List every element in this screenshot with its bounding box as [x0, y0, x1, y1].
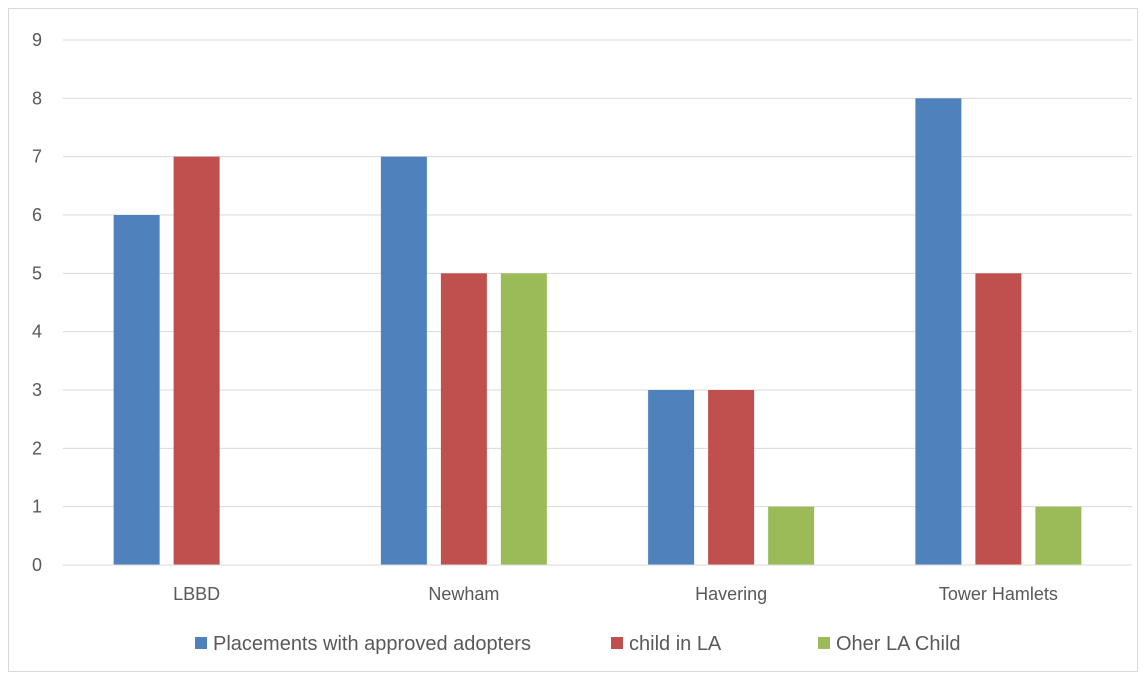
- bar-newham-series-1: [380, 156, 427, 565]
- x-tick-label: LBBD: [173, 584, 220, 604]
- legend-swatch: [611, 637, 623, 649]
- bar-tower-hamlets-series-1: [915, 98, 962, 565]
- bar-lbbd-series-2: [173, 156, 220, 565]
- y-tick-label: 5: [32, 263, 42, 283]
- y-tick-label: 2: [32, 438, 42, 458]
- x-tick-label: Havering: [695, 584, 767, 604]
- y-tick-label: 0: [32, 555, 42, 575]
- bar-tower-hamlets-series-3: [1035, 506, 1082, 565]
- bar-newham-series-3: [500, 273, 547, 565]
- gridlines: [63, 39, 1132, 508]
- bar-havering-series-1: [648, 390, 695, 565]
- bar-havering-series-2: [708, 390, 755, 565]
- y-tick-label: 6: [32, 205, 42, 225]
- y-tick-label: 7: [32, 147, 42, 167]
- legend-label: child in LA: [629, 633, 722, 655]
- bar-tower-hamlets-series-2: [975, 273, 1022, 565]
- x-tick-label: Newham: [428, 584, 499, 604]
- legend-swatch: [195, 637, 207, 649]
- x-axis-labels: LBBD Newham Havering Tower Hamlets: [173, 584, 1058, 604]
- bar-havering-series-3: [768, 506, 815, 565]
- y-tick-label: 9: [32, 30, 42, 50]
- x-tick-label: Tower Hamlets: [939, 584, 1058, 604]
- legend: Placements with approved adopters child i…: [195, 633, 961, 655]
- bars: [113, 98, 1082, 565]
- y-tick-label: 4: [32, 322, 42, 342]
- y-tick-label: 1: [32, 497, 42, 517]
- legend-swatch: [818, 637, 830, 649]
- y-axis: 0 1 2 3 4 5 6 7 8 9: [32, 30, 42, 575]
- y-tick-label: 3: [32, 380, 42, 400]
- legend-label: Placements with approved adopters: [213, 633, 531, 655]
- bar-newham-series-2: [440, 273, 487, 565]
- legend-label: Oher LA Child: [836, 633, 961, 655]
- y-tick-label: 8: [32, 88, 42, 108]
- bar-lbbd-series-1: [113, 215, 160, 565]
